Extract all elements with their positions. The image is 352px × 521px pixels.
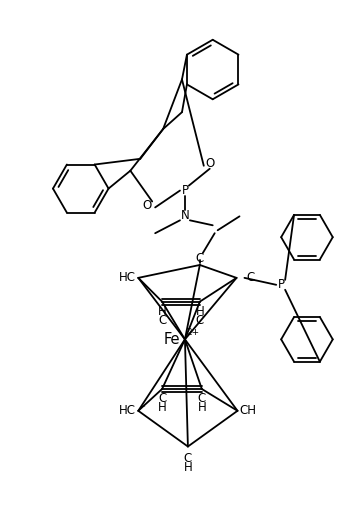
Text: HC: HC [119,404,136,417]
Text: C: C [196,252,204,265]
Text: C: C [196,314,204,327]
Text: H: H [183,461,192,474]
Text: C: C [184,452,192,465]
Text: Fe: Fe [163,332,180,347]
Text: 2+: 2+ [186,328,200,337]
Text: C: C [158,392,166,405]
Text: N: N [181,209,189,222]
Text: ⁻: ⁻ [141,404,146,413]
Text: C: C [246,271,255,284]
Text: C: C [198,392,206,405]
Text: P: P [181,184,188,197]
Text: P: P [278,278,285,291]
Text: H: H [158,305,166,318]
Text: H: H [197,401,206,414]
Text: HC: HC [119,271,136,284]
Text: O: O [143,199,152,212]
Text: O: O [205,157,214,170]
Text: H: H [195,305,204,318]
Text: CH: CH [239,404,257,417]
Text: C: C [158,314,166,327]
Text: H: H [158,401,166,414]
